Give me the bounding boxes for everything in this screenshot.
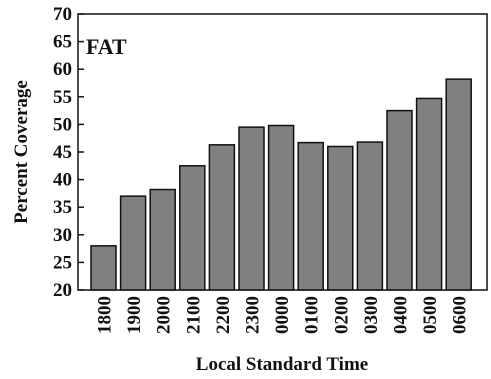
x-tick-label: 2200	[213, 296, 234, 334]
x-tick-label: 0500	[420, 296, 441, 334]
x-tick-label: 2100	[183, 296, 204, 334]
x-tick-label: 0000	[272, 296, 293, 334]
y-tick-label: 60	[53, 59, 72, 80]
x-tick-label: 0300	[361, 296, 382, 334]
x-tick-label: 0400	[391, 296, 412, 334]
bar-0000	[267, 124, 295, 291]
bar-1900	[119, 195, 147, 291]
bar-1800	[90, 245, 117, 291]
panel-label: FAT	[86, 34, 127, 59]
y-tick-label: 40	[53, 170, 72, 191]
x-tick-label: 1900	[124, 296, 145, 334]
x-axis-title: Local Standard Time	[196, 354, 368, 375]
y-tick-label: 35	[53, 197, 72, 218]
y-axis-title: Percent Coverage	[11, 80, 32, 224]
x-tick-label: 0600	[450, 296, 471, 334]
y-tick-label: 55	[53, 87, 72, 108]
x-tick-label: 0100	[302, 296, 323, 334]
y-tick-label: 50	[53, 114, 72, 135]
bar-0300	[356, 141, 384, 291]
y-tick-label: 65	[53, 32, 72, 53]
bar-0400	[386, 109, 413, 291]
bar-0600	[445, 78, 472, 291]
x-tick-label: 1800	[95, 296, 116, 334]
y-tick-label: 70	[53, 4, 72, 25]
bar-0500	[415, 97, 443, 291]
x-tick-label: 0200	[331, 296, 352, 334]
y-tick-label: 25	[53, 252, 72, 273]
bar-2000	[149, 188, 176, 291]
bar-0200	[327, 145, 354, 291]
y-tick-label: 20	[53, 280, 72, 301]
y-tick-label: 45	[53, 142, 72, 163]
x-tick-label: 2300	[243, 296, 264, 334]
x-axis: 1800 1900 2000 2100 2200 2300 0000 0100 0200 0300…	[95, 296, 471, 334]
y-axis: 20 25 30 35 40 45 50 55 60 65 70	[53, 4, 84, 301]
bars	[90, 78, 472, 291]
x-tick-label: 2000	[154, 296, 175, 334]
bar-2100	[179, 165, 206, 291]
bar-0100	[297, 141, 324, 291]
bar-2200	[208, 144, 236, 291]
y-tick-label: 30	[53, 225, 72, 246]
bar-2300	[238, 126, 265, 291]
